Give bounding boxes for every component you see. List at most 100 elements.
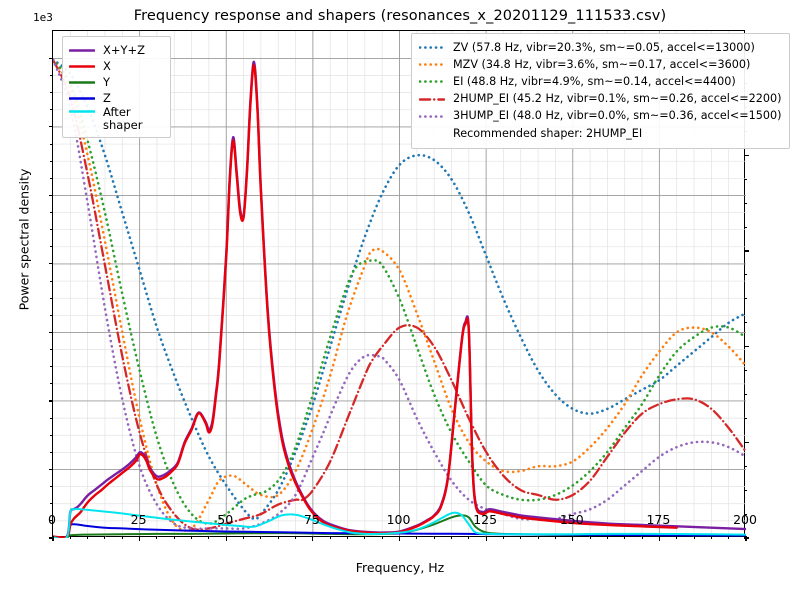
y2-minor-tick xyxy=(744,178,747,180)
x-minor-tick xyxy=(329,536,331,539)
x-tick-mark xyxy=(225,536,227,541)
y-minor-tick xyxy=(50,297,53,299)
series-ei xyxy=(51,58,748,525)
y-minor-tick xyxy=(50,160,53,162)
y-minor-tick xyxy=(50,366,53,368)
x-minor-tick xyxy=(208,536,210,539)
x-tick-mark xyxy=(52,536,54,541)
legend-line-icon xyxy=(69,77,95,88)
legend-line-icon xyxy=(69,45,95,56)
x-axis-label: Frequency, Hz xyxy=(355,560,445,575)
x-minor-tick xyxy=(156,536,158,539)
shaper-legend-label: EI (48.8 Hz, vibr=4.9%, sm~=0.14, accel<… xyxy=(453,75,736,89)
legend-line-icon xyxy=(419,59,445,70)
x-minor-tick xyxy=(693,536,695,539)
series-3hump-ei xyxy=(51,58,748,531)
x-minor-tick xyxy=(624,536,626,539)
y2-minor-tick xyxy=(744,226,747,228)
x-minor-tick xyxy=(606,536,608,539)
x-tick-mark xyxy=(572,536,574,541)
psd-legend-item[interactable]: Y xyxy=(69,74,163,90)
psd-legend-item[interactable]: After shaper xyxy=(69,106,163,132)
y-axis-exponent: 1e3 xyxy=(33,11,53,24)
x-minor-tick xyxy=(260,536,262,539)
x-minor-tick xyxy=(502,536,504,539)
x-minor-tick xyxy=(589,536,591,539)
y2-minor-tick xyxy=(744,298,747,300)
y2-minor-tick xyxy=(744,513,747,515)
x-tick-label: 25 xyxy=(130,512,147,527)
legend-line-icon xyxy=(419,111,445,122)
psd-legend-item[interactable]: X+Y+Z xyxy=(69,42,163,58)
y2-minor-tick xyxy=(744,370,747,372)
y-minor-tick xyxy=(50,451,53,453)
y-minor-tick xyxy=(50,383,53,385)
x-tick-mark xyxy=(658,536,660,541)
y-minor-tick xyxy=(50,280,53,282)
shaper-legend-item[interactable]: MZV (34.8 Hz, vibr=3.6%, sm~=0.17, accel… xyxy=(419,56,781,73)
y-axis-label: Power spectral density xyxy=(16,168,32,311)
y-minor-tick xyxy=(50,212,53,214)
y2-tick-mark xyxy=(744,346,749,348)
x-minor-tick xyxy=(676,536,678,539)
y2-minor-tick xyxy=(744,465,747,467)
y-minor-tick xyxy=(50,520,53,522)
y-tick-mark xyxy=(48,194,53,196)
shaper-legend-label: 2HUMP_EI (45.2 Hz, vibr=0.1%, sm~=0.26, … xyxy=(453,92,782,106)
shaper-legend-item[interactable]: 3HUMP_EI (48.0 Hz, vibr=0.0%, sm~=0.36, … xyxy=(419,108,781,125)
y-minor-tick xyxy=(50,503,53,505)
legend-line-icon xyxy=(69,93,95,104)
x-minor-tick xyxy=(87,536,89,539)
y-minor-tick xyxy=(50,246,53,248)
x-tick-mark xyxy=(312,536,314,541)
y-tick-mark xyxy=(48,537,53,539)
x-minor-tick xyxy=(728,536,730,539)
psd-legend-label: X+Y+Z xyxy=(103,42,146,57)
x-minor-tick xyxy=(450,536,452,539)
shaper-legend-item[interactable]: EI (48.8 Hz, vibr=4.9%, sm~=0.14, accel<… xyxy=(419,73,781,90)
x-tick-label: 75 xyxy=(303,512,320,527)
x-minor-tick xyxy=(381,536,383,539)
psd-legend-label: Z xyxy=(103,90,111,105)
x-tick-mark xyxy=(139,536,141,541)
series-zv xyxy=(51,58,748,521)
shaper-legend-item[interactable]: ZV (57.8 Hz, vibr=20.3%, sm~=0.05, accel… xyxy=(419,39,781,56)
x-minor-tick xyxy=(520,536,522,539)
x-tick-label: 150 xyxy=(559,512,584,527)
y-minor-tick xyxy=(50,417,53,419)
y-minor-tick xyxy=(50,75,53,77)
series-2hump-ei xyxy=(51,58,748,531)
x-tick-mark xyxy=(485,536,487,541)
psd-legend-item[interactable]: X xyxy=(69,58,163,74)
y2-minor-tick xyxy=(744,417,747,419)
psd-legend-label: X xyxy=(103,58,111,73)
recommended-shaper-text: Recommended shaper: 2HUMP_EI xyxy=(453,126,643,140)
x-tick-mark xyxy=(745,536,747,541)
shaper-legend-label: ZV (57.8 Hz, vibr=20.3%, sm~=0.05, accel… xyxy=(453,40,755,54)
x-tick-label: 175 xyxy=(646,512,671,527)
y-minor-tick xyxy=(50,314,53,316)
y2-tick-mark xyxy=(744,441,749,443)
legend-line-icon xyxy=(419,42,445,53)
x-minor-tick xyxy=(69,536,71,539)
x-minor-tick xyxy=(364,536,366,539)
y2-minor-tick xyxy=(744,274,747,276)
shaper-legend: ZV (57.8 Hz, vibr=20.3%, sm~=0.05, accel… xyxy=(411,33,791,150)
x-tick-mark xyxy=(398,536,401,541)
legend-line-icon xyxy=(69,106,95,117)
x-minor-tick xyxy=(295,536,297,539)
y-minor-tick xyxy=(50,486,53,488)
legend-line-icon xyxy=(419,94,445,105)
x-minor-tick xyxy=(537,536,539,539)
series-after-shaper xyxy=(52,507,747,541)
y-tick-mark xyxy=(48,400,53,402)
x-minor-tick xyxy=(191,536,193,539)
shaper-legend-item[interactable]: 2HUMP_EI (45.2 Hz, vibr=0.1%, sm~=0.26, … xyxy=(419,91,781,108)
shaper-legend-label: MZV (34.8 Hz, vibr=3.6%, sm~=0.17, accel… xyxy=(453,57,751,71)
y2-tick-mark xyxy=(744,250,749,252)
y-tick-mark xyxy=(48,126,53,128)
psd-legend-item[interactable]: Z xyxy=(69,90,163,106)
y-minor-tick xyxy=(50,349,53,351)
x-tick-label: 50 xyxy=(217,512,234,527)
